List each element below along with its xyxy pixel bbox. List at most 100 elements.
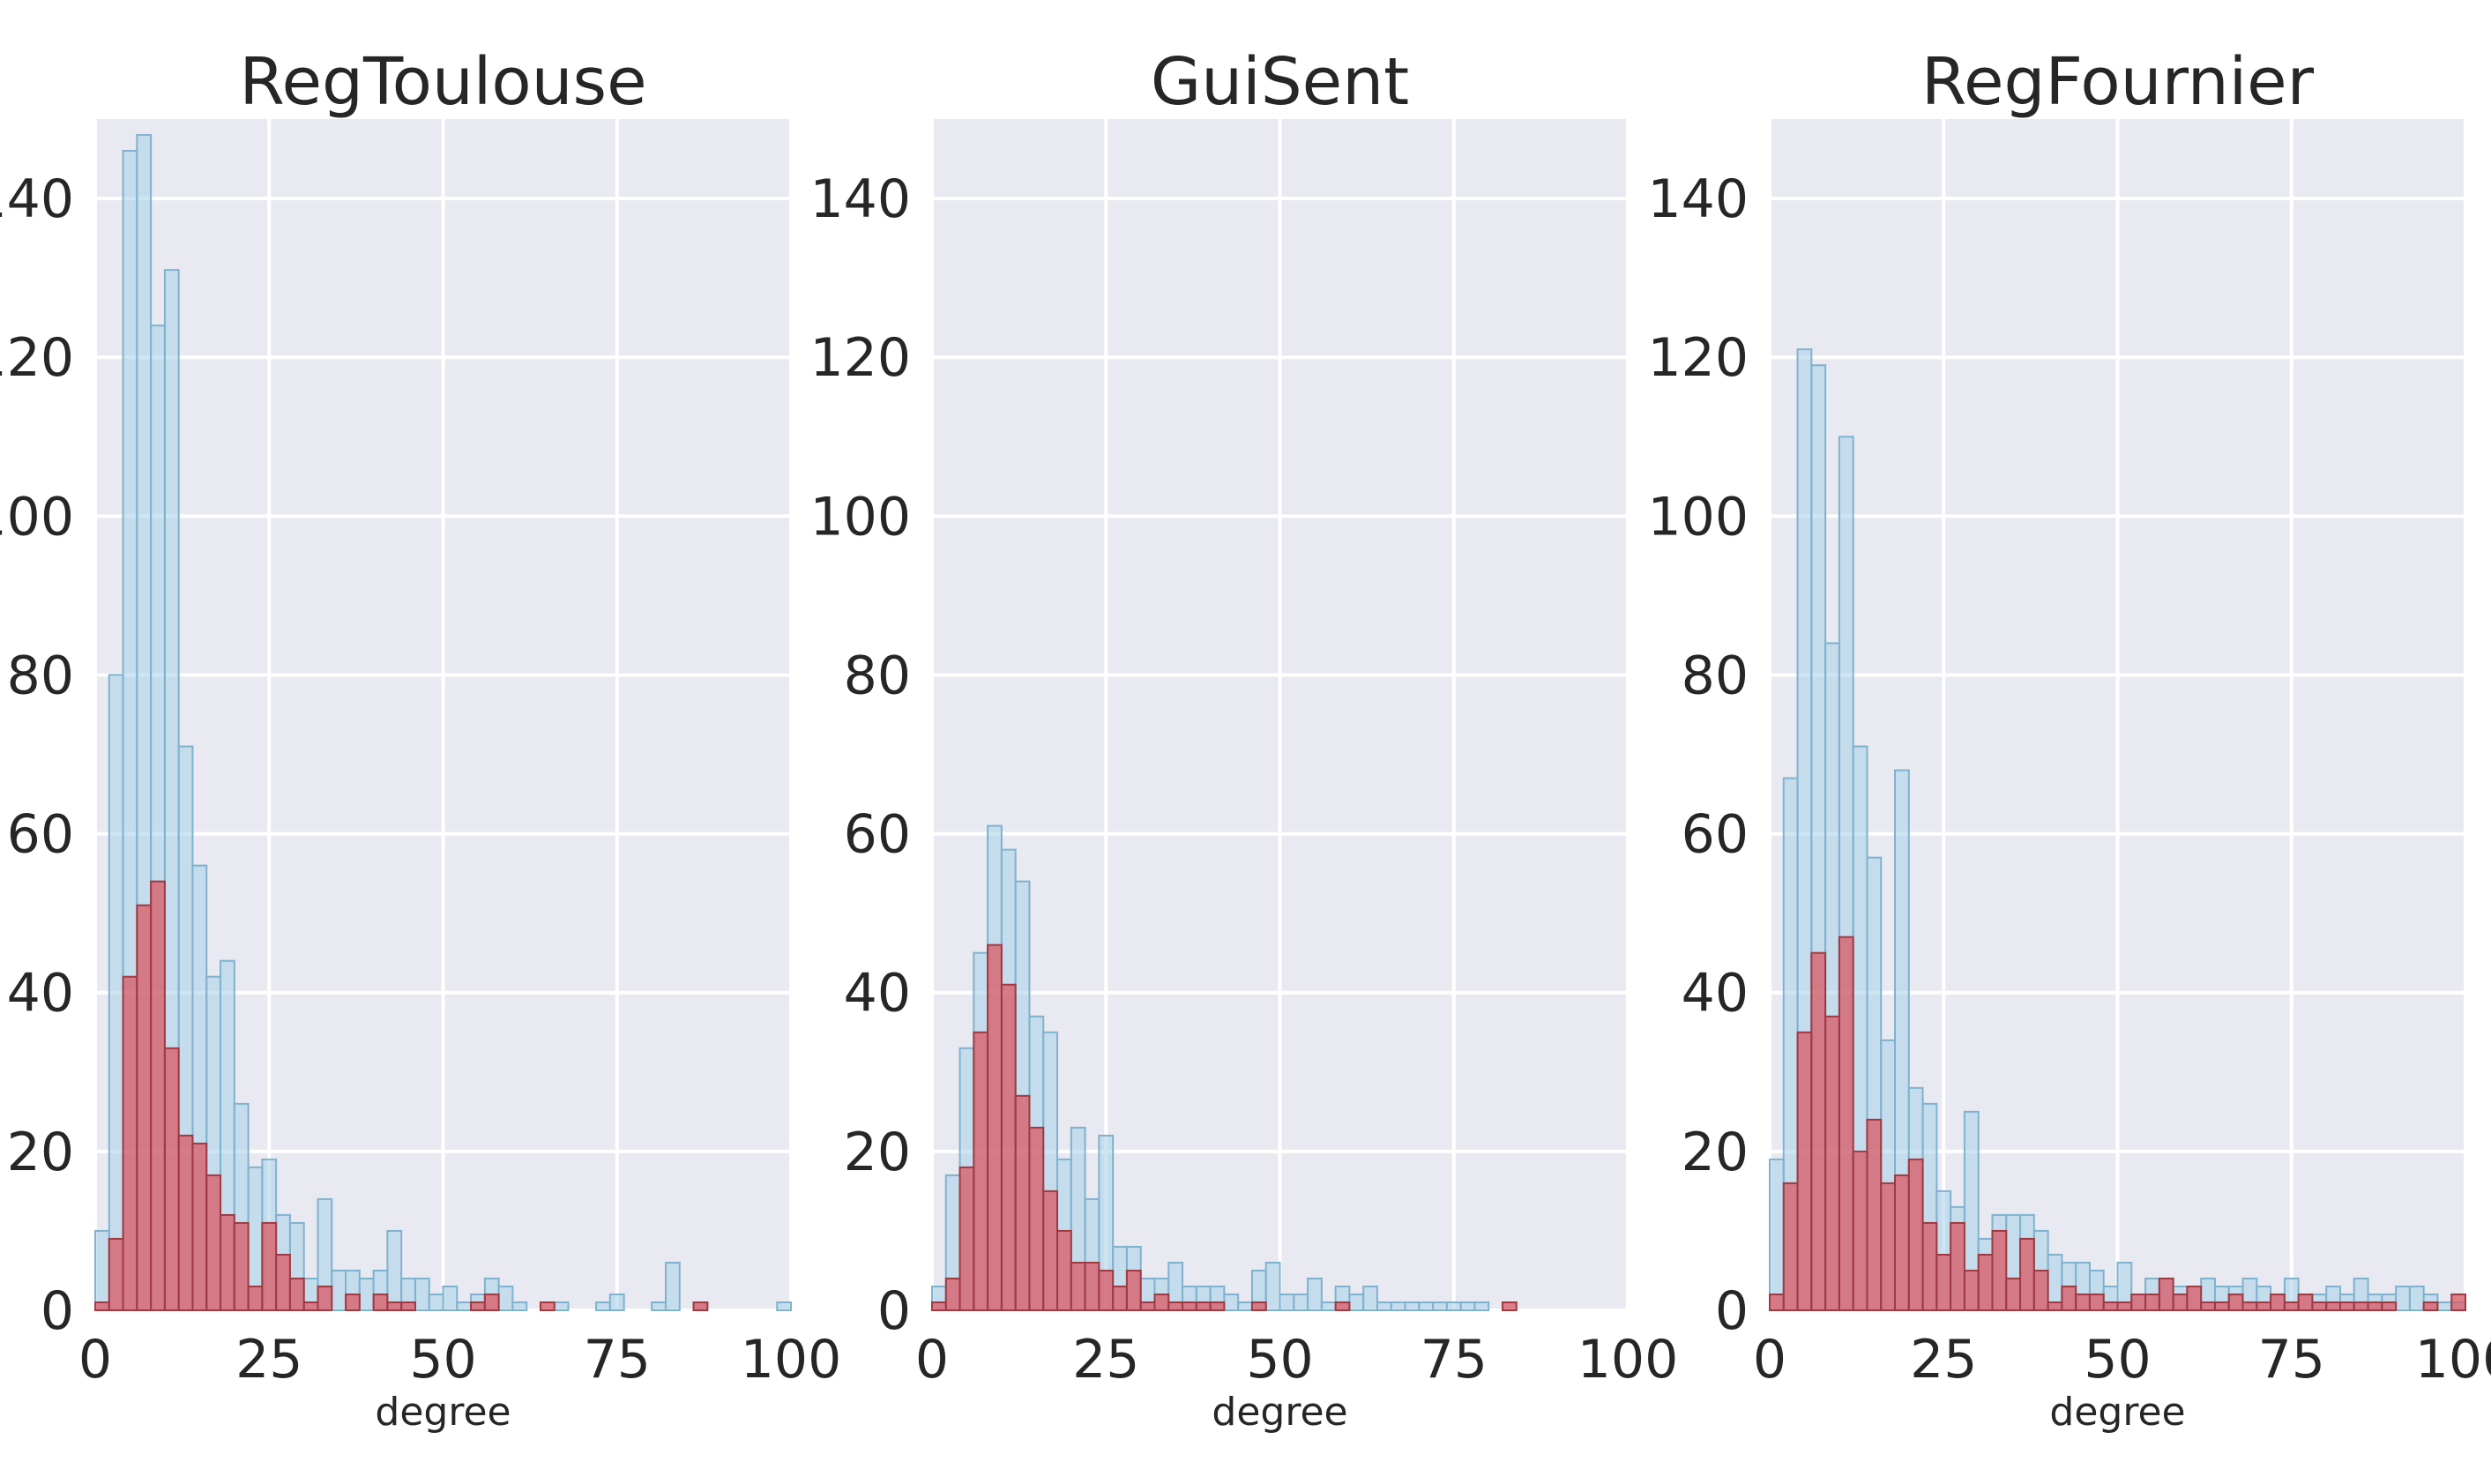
x-tick-label: 100: [2415, 1329, 2491, 1391]
histogram-bar: [1977, 1253, 1994, 1312]
histogram-bar: [220, 1213, 235, 1312]
histogram-bar: [1250, 1301, 1267, 1311]
histogram-bar: [1894, 1174, 1910, 1312]
histogram-bar: [1000, 983, 1017, 1312]
chart-panel-0: 0 20 40 60 80 100 120 140 0 25 50 75 100 degree RegTou…: [0, 44, 841, 1435]
histogram-bar: [1418, 1301, 1435, 1311]
histogram-bar: [1362, 1285, 1378, 1311]
x-tick-label: 25: [1072, 1329, 1139, 1391]
y-tick-label: 0: [41, 1280, 74, 1342]
y-tick-label: 60: [1682, 804, 1749, 866]
histogram-bar: [1950, 1221, 1965, 1311]
y-tick-label: 60: [7, 804, 74, 866]
series-red: [1769, 936, 2466, 1312]
y-tick-label: 120: [0, 327, 74, 389]
histogram-bar: [2311, 1301, 2328, 1311]
histogram-bar: [1320, 1301, 1337, 1311]
histogram-bar: [150, 880, 166, 1311]
histogram-bar: [470, 1301, 486, 1311]
histogram-bar: [1432, 1301, 1448, 1311]
histogram-bar: [205, 1174, 222, 1312]
histogram-bar: [414, 1277, 430, 1312]
histogram-bar: [386, 1301, 403, 1311]
histogram-bar: [1264, 1261, 1281, 1311]
histogram-bar: [1293, 1293, 1309, 1312]
histogram-bar: [2381, 1301, 2398, 1311]
histogram-bar: [275, 1253, 291, 1312]
histogram-bar: [177, 1134, 194, 1312]
x-tick-label: 100: [741, 1329, 842, 1391]
histogram-bar: [1307, 1277, 1323, 1312]
histogram-bar: [944, 1277, 961, 1312]
x-tick-label: 0: [78, 1329, 112, 1391]
histogram-bar: [302, 1301, 319, 1311]
histogram-bar: [2200, 1301, 2216, 1311]
histogram-bar: [2450, 1293, 2466, 1312]
histogram-bar: [247, 1285, 264, 1311]
chart-title: GuiSent: [1151, 44, 1409, 120]
histogram-bar: [233, 1221, 250, 1311]
histogram-bar: [1195, 1301, 1212, 1311]
histogram-bar: [1237, 1301, 1253, 1311]
x-axis-label: degree: [375, 1390, 511, 1435]
chart-title: RegToulouse: [239, 44, 646, 120]
histogram-bar: [2256, 1301, 2272, 1311]
histogram-bar: [386, 1229, 403, 1312]
x-tick-label: 50: [2084, 1329, 2151, 1391]
series-red: [94, 880, 709, 1312]
histogram-bar: [1139, 1301, 1156, 1311]
histogram-bar: [2019, 1237, 2035, 1311]
histogram-bar: [2227, 1293, 2244, 1312]
histogram-bar: [1459, 1301, 1476, 1311]
histogram-bar: [1501, 1301, 1518, 1311]
y-tick-label: 120: [1647, 327, 1749, 389]
histogram-bar: [973, 1031, 989, 1312]
histogram-bar: [2436, 1301, 2453, 1311]
histogram-bar: [1390, 1301, 1406, 1311]
chart-panel-2: 0 20 40 60 80 100 120 140 0 25 50 75 100 degree RegFou…: [1647, 44, 2491, 1435]
x-tick-label: 75: [1421, 1329, 1488, 1391]
x-tick-label: 50: [1246, 1329, 1313, 1391]
histogram-bar: [1935, 1253, 1952, 1312]
histogram-bar: [2144, 1293, 2160, 1312]
histogram-bar: [1445, 1301, 1462, 1311]
histogram-bar: [1070, 1261, 1086, 1311]
histogram-bar: [1921, 1221, 1938, 1311]
histogram-bar: [400, 1301, 416, 1311]
histogram-bar: [1182, 1301, 1197, 1311]
y-tick-label: 100: [0, 486, 74, 548]
histogram-bar: [608, 1293, 625, 1312]
histogram-bar: [1991, 1229, 2008, 1312]
x-axis-label: degree: [1212, 1390, 1347, 1435]
y-tick-label: 80: [7, 645, 74, 706]
histogram-bar: [664, 1261, 681, 1311]
histogram-bar: [2213, 1301, 2230, 1311]
histogram-bar: [2130, 1293, 2147, 1312]
histogram-bar: [1769, 1158, 1785, 1311]
x-tick-label: 75: [2258, 1329, 2325, 1391]
x-tick-label: 0: [1753, 1329, 1786, 1391]
histogram-bar: [2270, 1293, 2286, 1312]
histogram-bar: [358, 1277, 375, 1312]
histogram-bar: [2102, 1301, 2119, 1311]
histogram-bar: [2186, 1285, 2203, 1311]
histogram-bar: [497, 1285, 514, 1311]
y-tick-label: 100: [1647, 486, 1749, 548]
histogram-bar: [2283, 1301, 2300, 1311]
histogram-bar: [776, 1301, 792, 1311]
histogram-bar: [1084, 1261, 1100, 1311]
histogram-bar: [1014, 1094, 1031, 1311]
histogram-bar: [553, 1301, 570, 1311]
histogram-bar: [1404, 1301, 1421, 1311]
histogram-bar: [958, 1166, 975, 1311]
histogram-bar: [331, 1269, 347, 1312]
chart-panel-1: 0 20 40 60 80 100 120 140 0 25 50 75 100 degree GuiSen…: [809, 44, 1678, 1435]
histogram-bar: [2032, 1269, 2049, 1312]
histogram-bar: [1963, 1269, 1980, 1312]
histogram-bar: [136, 904, 153, 1312]
histogram-bar: [1838, 936, 1854, 1311]
histogram-bar: [1125, 1269, 1142, 1312]
histogram-bar: [1880, 1182, 1897, 1311]
histogram-bar: [1782, 1182, 1799, 1311]
histogram-bar: [1223, 1293, 1240, 1312]
